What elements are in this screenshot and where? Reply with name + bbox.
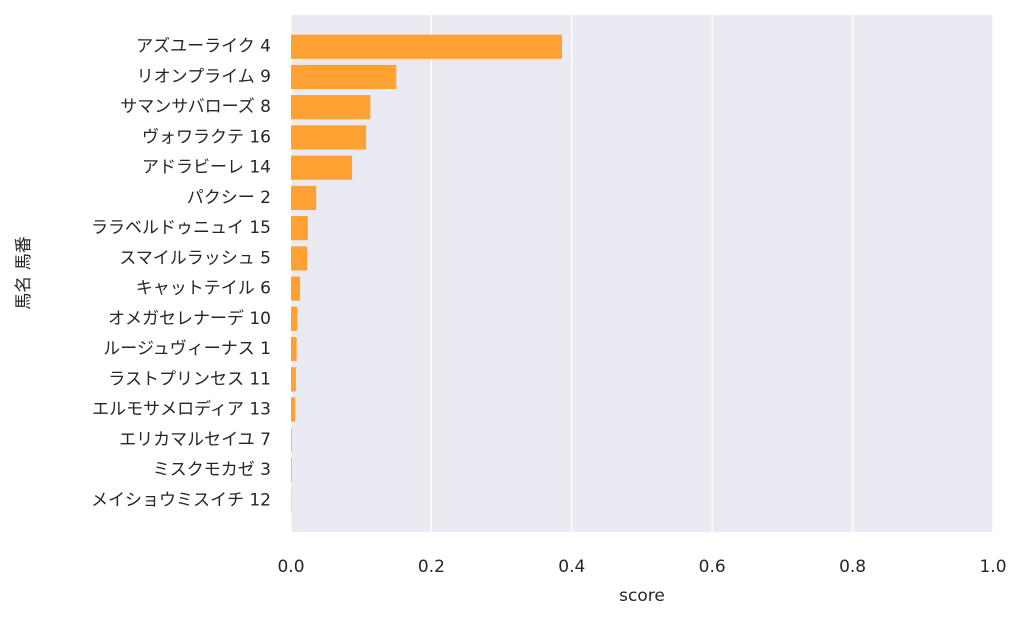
bar: [291, 34, 562, 59]
y-tick-label: アドラビーレ 14: [142, 158, 271, 178]
bar: [291, 427, 292, 452]
y-tick-label: エリカマルセイユ 7: [119, 430, 271, 450]
y-tick-label: ラストプリンセス 11: [108, 369, 271, 389]
bar: [291, 185, 317, 211]
bar: [291, 246, 308, 271]
y-tick-label: オメガセレナーデ 10: [108, 308, 271, 329]
bar: [291, 155, 353, 180]
x-tick-label: 0.8: [839, 557, 866, 577]
bar: [291, 216, 308, 241]
bar: [291, 276, 301, 301]
bar: [291, 397, 296, 422]
bar: [291, 457, 292, 483]
y-tick-label: ヴォワラクテ 16: [142, 127, 271, 147]
x-tick-label: 0.0: [277, 557, 304, 577]
y-tick-label: ミスクモカゼ 3: [153, 460, 271, 480]
y-tick-label: ララベルドゥニュイ 15: [91, 218, 271, 238]
x-tick-label: 0.4: [558, 557, 585, 577]
bar: [291, 64, 397, 90]
bar: [291, 306, 298, 331]
x-tick-label: 1.0: [979, 557, 1006, 577]
y-tick-label: サマンサバローズ 8: [120, 97, 271, 117]
y-tick-label: リオンプライム 9: [137, 67, 271, 87]
bar: [291, 95, 371, 120]
y-tick-label: アズユーライク 4: [136, 37, 271, 57]
bar: [291, 125, 367, 150]
y-tick-label: パクシー 2: [187, 188, 271, 208]
y-tick-label: エルモサメロディア 13: [92, 399, 271, 420]
bar: [291, 336, 297, 362]
y-axis-label: 馬名 馬番: [14, 236, 34, 309]
y-tick-label: キャットテイル 6: [136, 279, 271, 299]
y-tick-label: ルージュヴィーナス 1: [103, 339, 271, 359]
y-tick-label: メイショウミスイチ 12: [91, 490, 271, 510]
x-tick-label: 0.6: [699, 557, 726, 577]
x-axis-label: score: [619, 586, 665, 606]
x-tick-label: 0.2: [418, 557, 445, 577]
bar: [291, 367, 296, 392]
plot-area: [291, 15, 993, 532]
y-tick-label: スマイルラッシュ 5: [119, 248, 271, 268]
